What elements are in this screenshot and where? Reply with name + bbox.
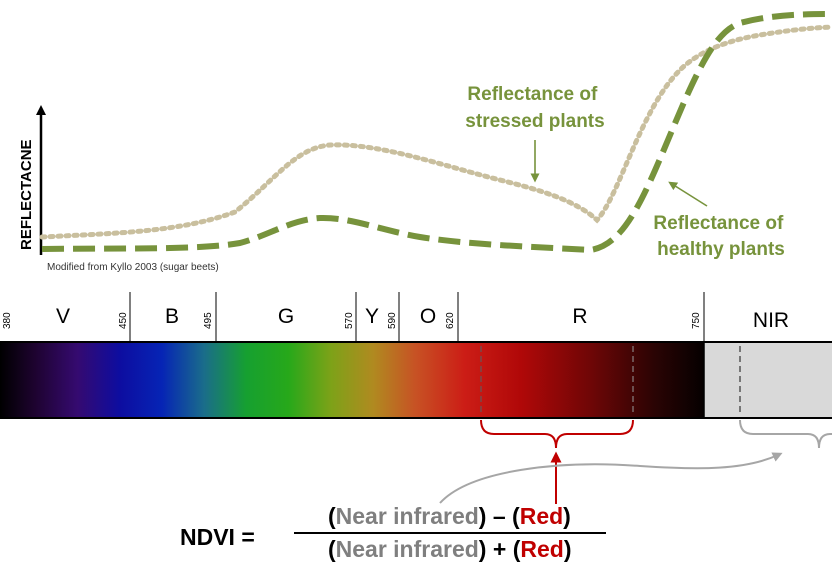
denominator-plus: + <box>486 536 512 562</box>
band-nir: NIR <box>753 309 789 332</box>
numerator-open-paren-2: ( <box>512 503 520 529</box>
nir-to-formula-arrow <box>439 452 783 504</box>
wavelength-380: 380 <box>2 312 13 329</box>
band-g: G <box>278 305 294 328</box>
denominator-red-term: Red <box>520 536 563 562</box>
source-note: Modified from Kyllo 2003 (sugar beets) <box>47 262 219 273</box>
numerator-close-paren: ) <box>479 503 487 529</box>
ndvi-label: NDVI = <box>180 524 255 550</box>
numerator-nir-term: Near infrared <box>336 503 479 529</box>
band-r: R <box>572 305 587 328</box>
red-band-brace <box>480 419 634 449</box>
band-y: Y <box>365 305 379 328</box>
denominator-open-paren: ( <box>328 536 336 562</box>
stressed-annotation: Reflectance of stressed plants <box>465 84 604 132</box>
wavelength-495: 495 <box>203 312 214 329</box>
wavelength-450: 450 <box>118 312 129 329</box>
formula-numerator: (Near infrared) – (Red) <box>296 503 590 529</box>
denominator-open-paren-2: ( <box>513 536 521 562</box>
wavelength-750: 750 <box>691 312 702 329</box>
numerator-red-term: Red <box>520 503 563 529</box>
denominator-close-paren-2: ) <box>564 536 572 562</box>
band-b: B <box>165 305 179 328</box>
healthy-pointer-arrow <box>668 181 708 207</box>
wavelength-620: 620 <box>445 312 456 329</box>
stressed-plants-curve <box>39 24 832 240</box>
y-axis-label: REFLECTACNE <box>18 139 35 250</box>
band-v: V <box>56 305 70 328</box>
wavelength-570: 570 <box>344 312 355 329</box>
healthy-annotation: Reflectance of healthy plants <box>653 213 788 260</box>
nir-band-brace <box>739 419 832 449</box>
wavelength-590: 590 <box>387 312 398 329</box>
formula-denominator: (Near infrared) + (Red) <box>296 536 591 562</box>
numerator-minus: – <box>486 503 512 529</box>
visible-spectrum-bar <box>0 342 704 418</box>
denominator-close-paren: ) <box>479 536 487 562</box>
denominator-nir-term: Near infrared <box>336 536 479 562</box>
healthy-plants-curve <box>41 11 832 254</box>
numerator-close-paren-2: ) <box>563 503 571 529</box>
nir-region <box>704 342 832 418</box>
band-o: O <box>420 305 436 328</box>
numerator-open-paren: ( <box>328 503 336 529</box>
